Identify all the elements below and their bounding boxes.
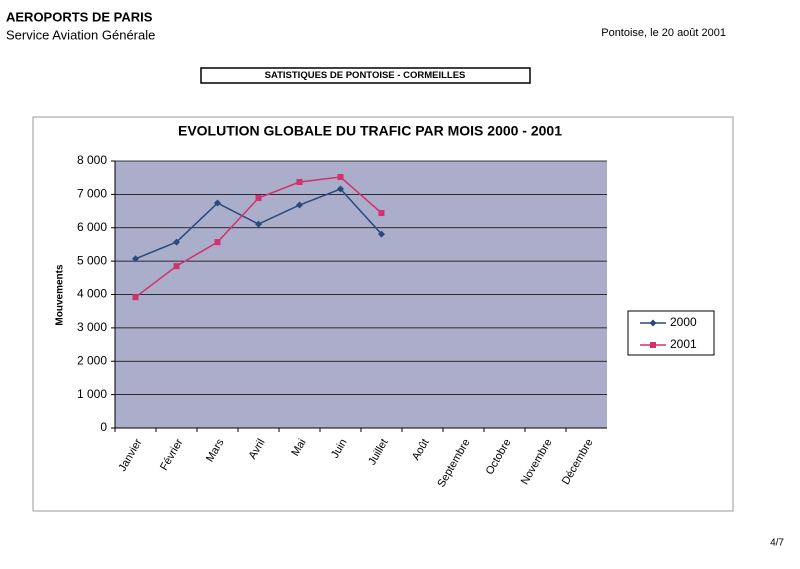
chart-title: EVOLUTION GLOBALE DU TRAFIC PAR MOIS 200… xyxy=(178,123,562,139)
section-title: SATISTIQUES DE PONTOISE - CORMEILLES xyxy=(265,70,466,81)
y-tick-label: 1 000 xyxy=(77,387,107,401)
marker xyxy=(378,230,385,238)
organization: AEROPORTS DE PARIS xyxy=(6,9,153,24)
y-tick-label: 4 000 xyxy=(77,287,107,301)
marker xyxy=(337,185,344,193)
marker xyxy=(296,201,303,209)
section-title-box xyxy=(200,67,531,84)
y-tick-label: 2 000 xyxy=(77,353,107,367)
place-date: Pontoise, le 20 août 2001 xyxy=(601,27,726,39)
y-tick-label: 3 000 xyxy=(77,320,107,334)
y-tick-label: 7 000 xyxy=(77,187,107,201)
marker xyxy=(296,179,303,186)
marker xyxy=(132,255,139,263)
marker xyxy=(255,195,262,202)
y-tick-label: 8 000 xyxy=(77,153,107,167)
marker xyxy=(378,210,385,217)
marker xyxy=(649,319,657,327)
marker xyxy=(132,294,139,301)
y-tick-label: 6 000 xyxy=(77,220,107,234)
legend-label: 2001 xyxy=(670,337,697,351)
legend-label: 2000 xyxy=(670,315,697,329)
department: Service Aviation Générale xyxy=(6,27,155,42)
marker xyxy=(650,342,656,348)
y-tick-label: 5 000 xyxy=(77,253,107,267)
y-axis-label: Mouvements xyxy=(55,264,66,326)
marker xyxy=(337,174,344,181)
marker xyxy=(214,239,221,246)
y-tick-label: 0 xyxy=(100,420,107,434)
marker xyxy=(255,220,262,228)
legend-box xyxy=(627,310,715,356)
marker xyxy=(173,238,180,246)
page-number: 4/7 xyxy=(770,538,784,549)
marker xyxy=(173,263,180,270)
marker xyxy=(214,199,221,207)
